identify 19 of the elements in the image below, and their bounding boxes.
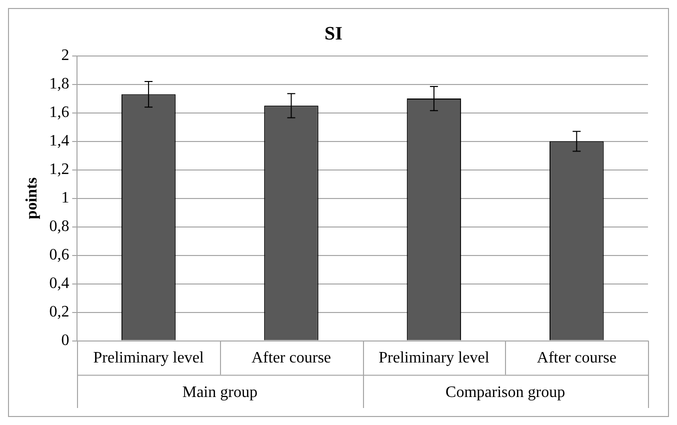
x-tick-label: Preliminary level: [378, 350, 490, 367]
y-tick-label: 0,8: [49, 218, 70, 236]
y-tick-label: 0,4: [49, 275, 70, 292]
y-axis-title: points: [24, 177, 41, 220]
x-tick-label: After course: [536, 350, 616, 367]
text: Comparison group: [446, 384, 566, 402]
y-tick-label: 0,6: [49, 246, 70, 264]
y-tick-label: 1,6: [49, 104, 70, 122]
x-tick-label: After course: [251, 350, 332, 367]
y-tick-label: 1,4: [49, 132, 70, 150]
y-tick-label: 1: [61, 190, 70, 207]
y-tick-label: 2: [61, 47, 70, 64]
chart-title: SI: [324, 23, 342, 44]
text: Main group: [182, 384, 258, 402]
x-tick-label: Preliminary level: [93, 350, 204, 367]
y-tick-label: 1,2: [49, 161, 70, 178]
y-tick-label: 0,2: [49, 304, 70, 321]
y-tick-label: 0: [61, 332, 70, 350]
y-tick-label: 1,8: [49, 76, 70, 93]
